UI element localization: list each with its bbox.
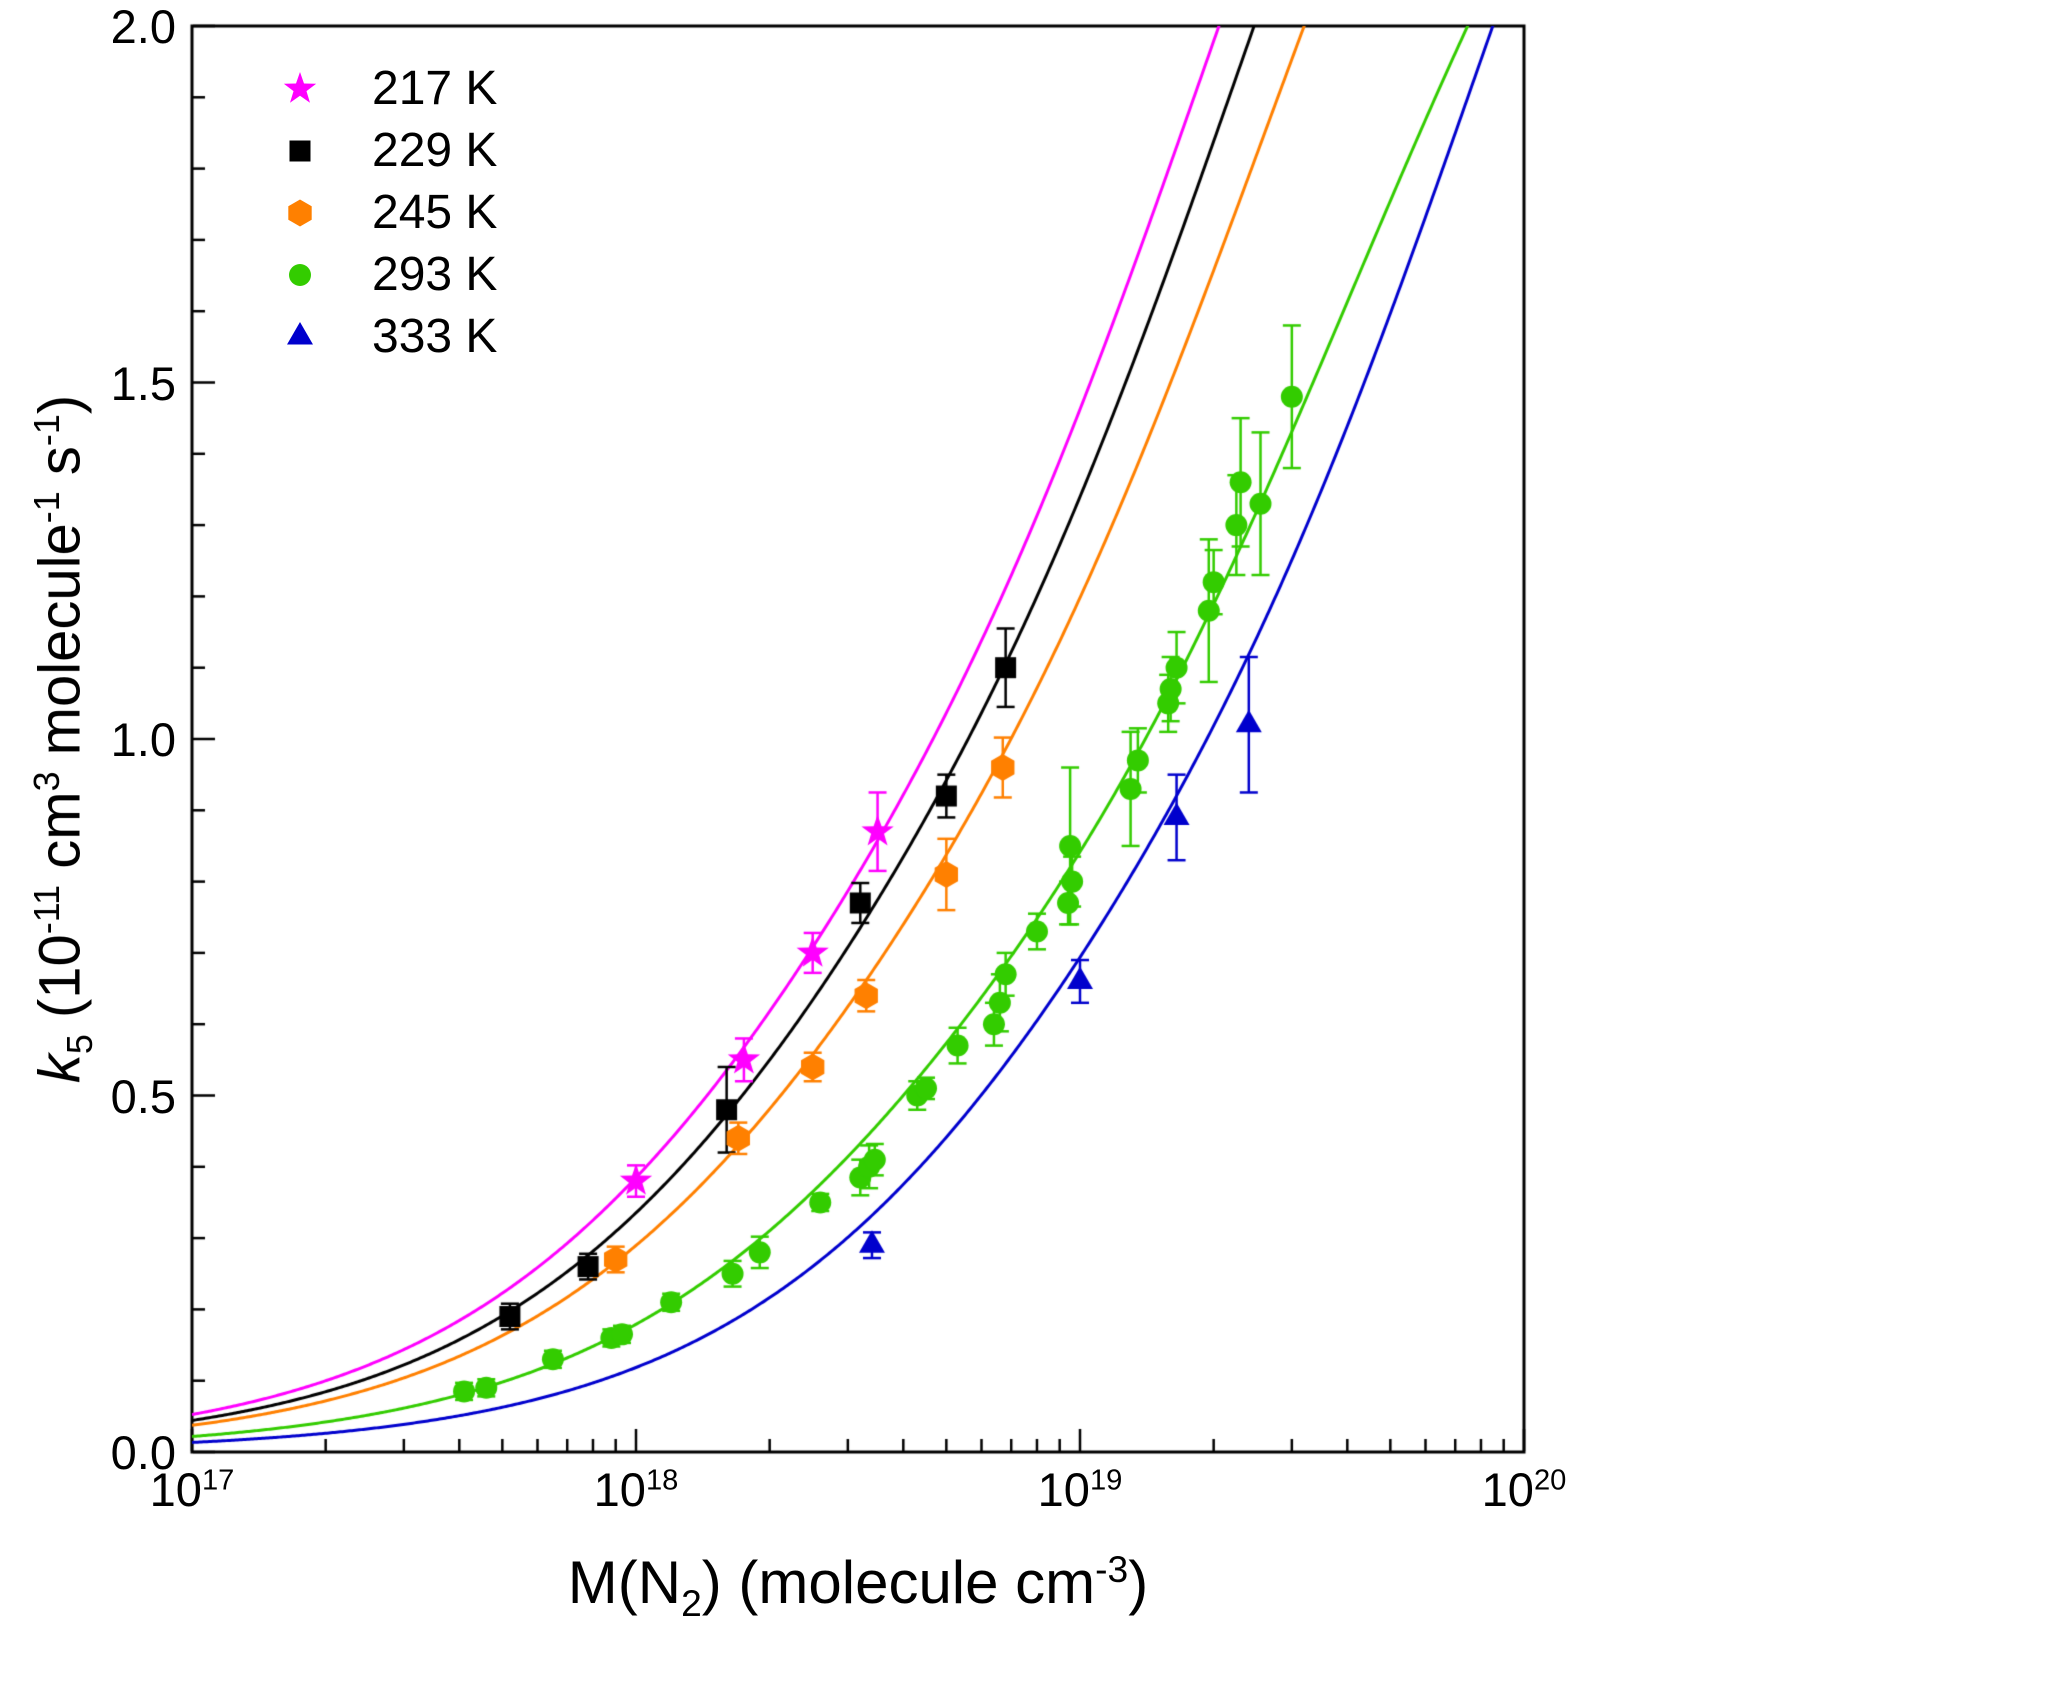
legend-item-293k: 293 K (278, 244, 497, 306)
x-tick-label: 1020 (1481, 1463, 1567, 1516)
hexagon-icon (288, 199, 312, 227)
y-tick-label: 0.0 (110, 1426, 176, 1479)
y-tick-label: 0.5 (110, 1069, 176, 1123)
triangle-icon (287, 322, 313, 345)
legend-label: 293 K (372, 248, 498, 301)
x-tick-label: 1017 (149, 1463, 235, 1516)
y-tick-label: 2.0 (110, 0, 176, 53)
circle-icon (289, 264, 311, 286)
star-icon (283, 72, 317, 103)
legend-label: 217 K (372, 62, 498, 115)
legend-label: 245 K (372, 186, 498, 239)
y-tick-label: 1.0 (110, 713, 176, 766)
legend-item-333k: 333 K (278, 306, 497, 368)
legend: 217 K 229 K 245 K 293 K 333 K (278, 58, 497, 368)
x-tick-label: 1019 (1037, 1463, 1123, 1516)
y-axis-title: k5 (10-11 cm3 molecule-1 s-1) (26, 394, 101, 1084)
square-icon (289, 140, 311, 162)
y-tick-label: 1.5 (110, 356, 176, 410)
legend-label: 229 K (372, 124, 498, 177)
legend-item-217k: 217 K (278, 58, 497, 120)
legend-item-245k: 245 K (278, 182, 497, 244)
x-tick-label: 1018 (593, 1463, 679, 1516)
legend-item-229k: 229 K (278, 120, 497, 182)
legend-label: 333 K (372, 310, 498, 363)
x-axis-title: M(N2) (molecule cm-3) (567, 1548, 1149, 1624)
